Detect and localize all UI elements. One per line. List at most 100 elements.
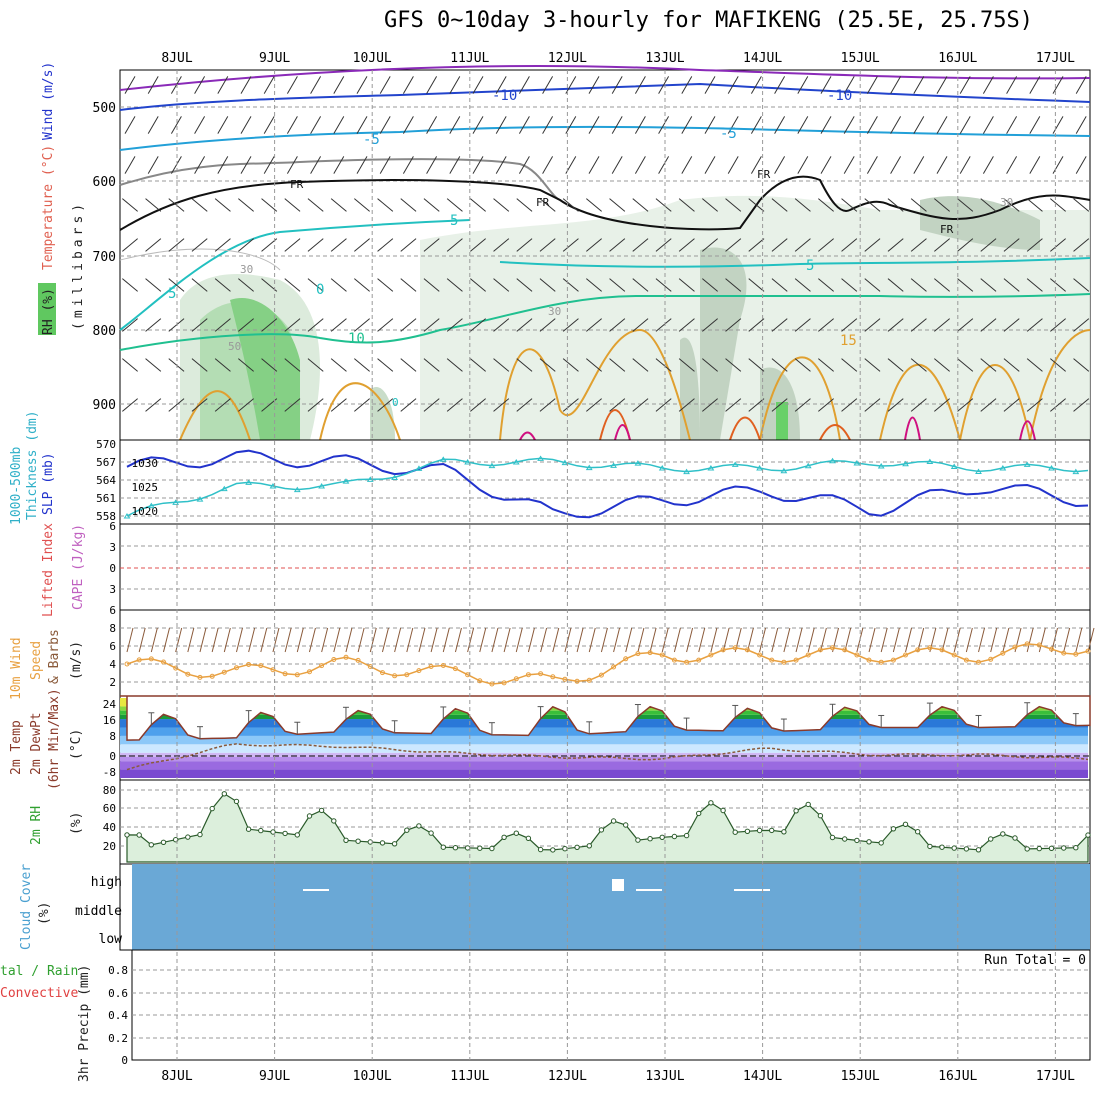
wind-barb <box>400 198 417 212</box>
wind10-barbs <box>126 627 1095 653</box>
temperature-contours <box>119 65 1091 441</box>
wind10-barb <box>357 627 365 653</box>
wind-barb <box>609 278 626 292</box>
temp-band <box>120 735 1088 745</box>
wind10-point <box>623 656 629 662</box>
wind-barb <box>145 198 162 212</box>
wind-barb <box>310 156 322 174</box>
wind-barb <box>864 278 881 292</box>
wind-barb <box>191 278 208 292</box>
rh2m-unit: (%) <box>69 812 84 835</box>
cloud-level-high: high <box>91 875 122 890</box>
wind-barb <box>261 198 278 212</box>
wind-barb <box>168 198 185 212</box>
wind10-point <box>708 652 714 658</box>
wind-barb <box>936 156 948 174</box>
wind-barb <box>1052 76 1064 94</box>
wind-barb <box>1052 116 1064 134</box>
cape-label: CAPE (J/kg) <box>71 524 86 610</box>
wind10-barb <box>223 627 231 653</box>
wind-barb <box>702 278 718 292</box>
wind-barb <box>818 398 834 412</box>
wind10-barb <box>564 627 572 653</box>
wind10-barb <box>150 627 158 653</box>
wind-barb <box>493 238 510 252</box>
thickness-axis-label-2: Thickness (dm) <box>25 410 40 520</box>
rh-point <box>659 834 665 840</box>
rh-tick: 40 <box>103 821 116 834</box>
wind-barb <box>843 116 855 134</box>
rh-point <box>416 823 422 829</box>
rh-point <box>1061 845 1067 851</box>
contour-label: -5 <box>720 126 737 142</box>
li-tick: 3 <box>109 583 116 596</box>
wind10-point <box>574 678 580 684</box>
wind-barb <box>238 278 254 292</box>
rh-point <box>501 834 507 840</box>
rh-point <box>708 800 714 806</box>
wind-barb <box>890 156 902 174</box>
wind-barb <box>959 76 971 94</box>
wind-barb <box>493 398 510 412</box>
rh-point <box>927 843 933 850</box>
wind10-barb <box>600 627 608 653</box>
wind10-point <box>1061 650 1067 656</box>
wind-barb <box>818 198 834 212</box>
wind-barb <box>887 278 904 292</box>
wind10-point <box>161 659 166 665</box>
rh-point <box>635 837 641 843</box>
wind10-point <box>830 645 835 651</box>
rh-point <box>696 810 702 817</box>
wind-barb <box>356 76 368 94</box>
temp-area-mask <box>120 695 1091 741</box>
wind-barb <box>678 278 695 292</box>
wind10-barb <box>905 627 913 653</box>
wind10-barb <box>576 627 584 653</box>
wind-barb <box>1050 358 1066 372</box>
wind-barb <box>542 156 554 174</box>
wind-barb <box>982 76 994 94</box>
rh-point <box>1085 832 1091 838</box>
wind-barb <box>472 76 484 94</box>
thickness-point <box>415 465 423 471</box>
wind10-barb <box>454 627 462 653</box>
wind10-barb <box>1014 627 1022 653</box>
wind-barbs <box>122 76 1090 412</box>
wind-barb <box>354 318 370 332</box>
thickness-point <box>1048 465 1055 471</box>
wind10-barb <box>637 627 645 653</box>
rh-point <box>756 827 763 834</box>
wind10-point <box>939 647 945 653</box>
wind-barb <box>586 398 602 412</box>
wind-barb <box>771 278 788 292</box>
wind-barb <box>124 116 136 134</box>
wind-barb <box>678 398 695 412</box>
wind10-point <box>319 663 325 669</box>
wind-barb <box>194 156 206 174</box>
thickness-series-line <box>126 457 1089 517</box>
wind-barb <box>168 358 185 372</box>
wind10-point <box>732 645 738 651</box>
wind-barb <box>470 238 486 252</box>
wind-barb <box>539 198 556 212</box>
wind10-point <box>234 665 239 671</box>
y-tick: 600 <box>93 175 116 190</box>
wind-barb <box>191 238 208 252</box>
wind-barb <box>794 278 811 292</box>
wind-barb <box>655 198 672 212</box>
wind-barb <box>725 318 742 332</box>
wind-barb <box>818 278 834 292</box>
wind10-point <box>246 662 252 667</box>
wind-barb <box>470 358 486 372</box>
wind-barb <box>797 156 809 174</box>
cloud-mark <box>734 889 770 891</box>
wind-barb <box>864 238 881 252</box>
wind-barb <box>634 116 646 134</box>
y-tick: 500 <box>93 101 116 116</box>
wind-barb <box>284 358 301 372</box>
wind-barb <box>727 76 739 94</box>
wind10-barb <box>369 627 377 653</box>
wind-barb <box>284 238 301 252</box>
wind-barb <box>797 116 809 134</box>
wind10-barb <box>138 627 146 653</box>
